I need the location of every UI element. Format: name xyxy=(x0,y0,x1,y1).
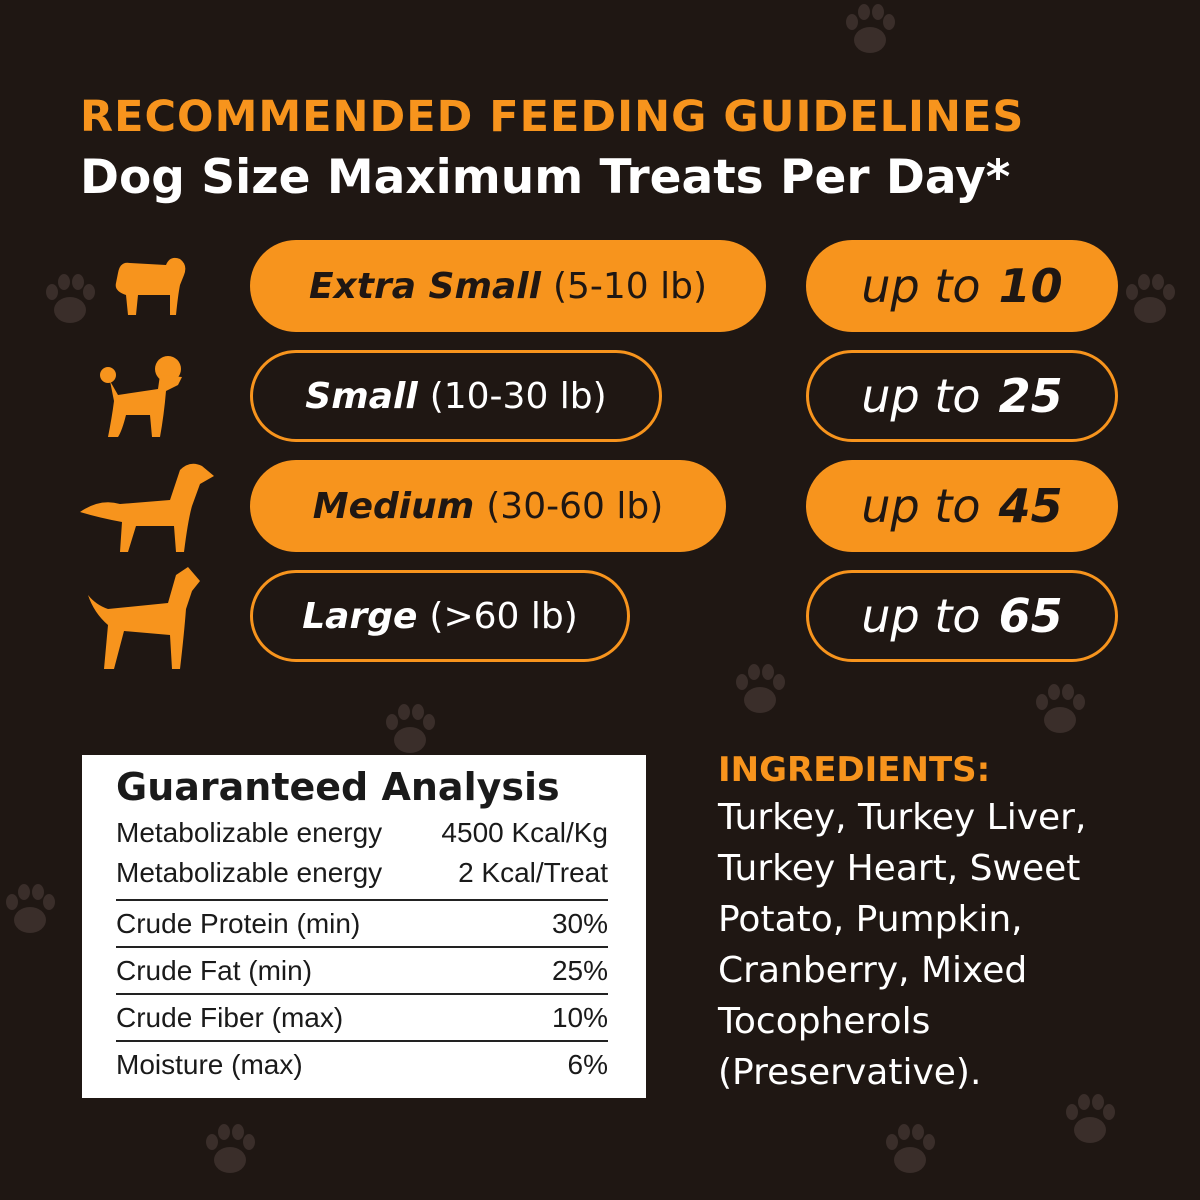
weight-range: (30-60 lb) xyxy=(486,485,664,527)
paw-print-icon xyxy=(736,664,785,713)
paw-print-icon xyxy=(846,4,895,53)
paw-print-icon xyxy=(386,704,435,753)
treat-count-small: up to 25 xyxy=(806,350,1118,442)
analysis-row: Crude Fiber (max) 10% xyxy=(116,993,608,1040)
page-title: RECOMMENDED FEEDING GUIDELINES xyxy=(80,92,1025,142)
analysis-label: Crude Fiber (max) xyxy=(116,1002,344,1033)
count-value: 65 xyxy=(998,589,1063,643)
ingredients-title: INGREDIENTS: xyxy=(718,750,991,790)
analysis-row: Metabolizable energy 4500 Kcal/Kg xyxy=(116,813,608,853)
analysis-value: 25% xyxy=(551,955,608,986)
count-value: 45 xyxy=(998,479,1063,533)
size-pill-extra-small: Extra Small (5-10 lb) xyxy=(250,240,766,332)
size-label: Large xyxy=(302,595,418,637)
paw-print-icon xyxy=(46,274,95,323)
analysis-row: Crude Protein (min) 30% xyxy=(116,899,608,946)
analysis-value: 2 Kcal/Treat xyxy=(458,857,608,888)
pug-icon xyxy=(115,257,186,315)
size-pill-large: Large (>60 lb) xyxy=(250,570,630,662)
size-pill-medium: Medium (30-60 lb) xyxy=(250,460,726,552)
count-value: 25 xyxy=(998,369,1063,423)
count-value: 10 xyxy=(998,259,1063,313)
analysis-row: Crude Fat (min) 25% xyxy=(116,946,608,993)
treat-count-medium: up to 45 xyxy=(806,460,1118,552)
analysis-row: Moisture (max) 6% xyxy=(116,1040,608,1087)
analysis-title: Guaranteed Analysis xyxy=(116,765,560,809)
boxer-icon xyxy=(88,567,200,669)
weight-range: (10-30 lb) xyxy=(429,375,607,417)
size-label: Small xyxy=(305,375,418,417)
poodle-icon xyxy=(100,356,182,437)
paw-print-icon xyxy=(1066,1094,1115,1143)
count-prefix: up to xyxy=(861,369,981,423)
paw-print-icon xyxy=(1126,274,1175,323)
paw-print-icon xyxy=(886,1124,935,1173)
size-label: Extra Small xyxy=(308,265,541,307)
count-prefix: up to xyxy=(861,479,981,533)
paw-print-icon xyxy=(1036,684,1085,733)
count-prefix: up to xyxy=(861,589,981,643)
paw-print-icon xyxy=(206,1124,255,1173)
page-subtitle: Dog Size Maximum Treats Per Day* xyxy=(80,150,1011,205)
guaranteed-analysis-panel: Guaranteed Analysis Metabolizable energy… xyxy=(82,755,646,1098)
analysis-row: Metabolizable energy 2 Kcal/Treat xyxy=(116,853,608,893)
treat-count-large: up to 65 xyxy=(806,570,1118,662)
analysis-value: 6% xyxy=(567,1049,608,1080)
analysis-value: 30% xyxy=(551,908,608,939)
paw-print-icon xyxy=(6,884,55,933)
weight-range: (>60 lb) xyxy=(429,595,578,637)
count-prefix: up to xyxy=(861,259,981,313)
setter-icon xyxy=(80,463,214,552)
analysis-value: 4500 Kcal/Kg xyxy=(441,817,608,848)
analysis-label: Metabolizable energy xyxy=(116,857,383,888)
ingredients-section: INGREDIENTS: Turkey, Turkey Liver, Turke… xyxy=(718,750,1158,1098)
analysis-label: Metabolizable energy xyxy=(116,817,383,848)
ingredients-text: Turkey, Turkey Liver, Turkey Heart, Swee… xyxy=(718,797,1087,1093)
weight-range: (5-10 lb) xyxy=(552,265,708,307)
analysis-value: 10% xyxy=(551,1002,608,1033)
analysis-label: Crude Fat (min) xyxy=(116,955,313,986)
analysis-label: Crude Protein (min) xyxy=(116,908,361,939)
size-pill-small: Small (10-30 lb) xyxy=(250,350,662,442)
treat-count-extra-small: up to 10 xyxy=(806,240,1118,332)
analysis-label: Moisture (max) xyxy=(116,1049,303,1080)
size-label: Medium xyxy=(312,485,475,527)
